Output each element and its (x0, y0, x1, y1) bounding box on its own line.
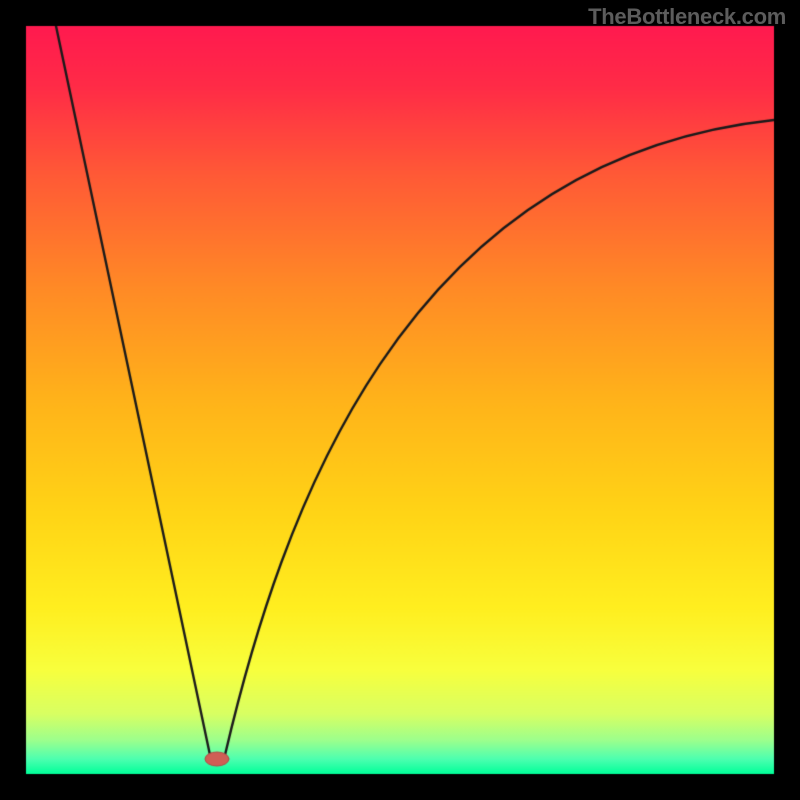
watermark-text: TheBottleneck.com (588, 4, 786, 30)
chart-container: TheBottleneck.com (0, 0, 800, 800)
bottleneck-chart (0, 0, 800, 800)
